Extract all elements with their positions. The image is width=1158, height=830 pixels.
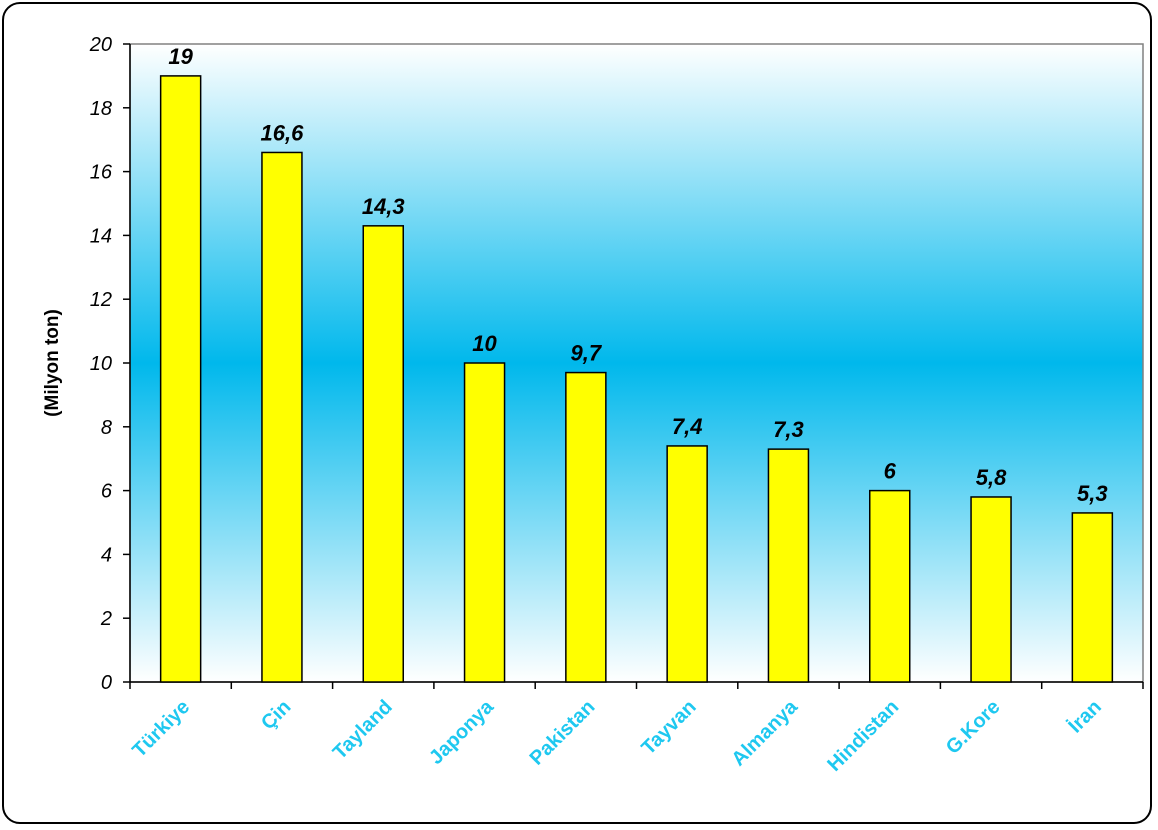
category-label: Hindistan bbox=[823, 696, 903, 776]
category-label: Almanya bbox=[727, 695, 802, 770]
bar-6 bbox=[666, 445, 708, 683]
y-tick-label: 14 bbox=[90, 225, 112, 247]
data-label: 9,7 bbox=[571, 341, 603, 366]
y-tick-label: 12 bbox=[90, 289, 112, 311]
bar-7 bbox=[767, 448, 810, 683]
y-tick-label: 16 bbox=[90, 162, 113, 184]
y-tick-label: 2 bbox=[100, 608, 112, 630]
data-label: 7,4 bbox=[672, 414, 703, 439]
data-label: 10 bbox=[472, 331, 497, 356]
data-label: 5,8 bbox=[976, 465, 1007, 490]
category-label: Çin bbox=[257, 696, 295, 734]
bars bbox=[159, 75, 1114, 683]
data-label: 19 bbox=[168, 44, 193, 69]
data-label: 6 bbox=[884, 459, 897, 484]
bar-4 bbox=[463, 362, 506, 683]
data-label: 16,6 bbox=[261, 120, 305, 145]
category-label: Japonya bbox=[425, 695, 499, 769]
bar-10 bbox=[1071, 512, 1114, 683]
category-label: Türkiye bbox=[128, 696, 194, 762]
bar-3 bbox=[362, 225, 404, 683]
bar-1 bbox=[159, 75, 202, 683]
category-label: İran bbox=[1064, 695, 1106, 737]
bar-8 bbox=[869, 489, 911, 683]
y-axis-title: (Milyon ton) bbox=[42, 309, 63, 417]
y-tick-label: 10 bbox=[90, 353, 112, 375]
y-tick-label: 20 bbox=[89, 34, 112, 56]
y-tick-label: 18 bbox=[90, 98, 112, 120]
data-label: 5,3 bbox=[1077, 481, 1108, 506]
y-tick-label: 6 bbox=[101, 481, 113, 503]
category-label: Tayland bbox=[329, 696, 397, 764]
bar-5 bbox=[565, 371, 607, 683]
bar-9 bbox=[970, 496, 1012, 683]
y-tick-label: 8 bbox=[101, 417, 112, 439]
data-label: 7,3 bbox=[773, 417, 804, 442]
y-tick-label: 0 bbox=[101, 672, 112, 694]
y-tick-label: 4 bbox=[101, 544, 112, 566]
category-label: Tayvan bbox=[637, 696, 700, 759]
bar-2 bbox=[261, 151, 303, 683]
category-label: Pakistan bbox=[526, 696, 600, 770]
data-label: 14,3 bbox=[362, 194, 405, 219]
category-label: G.Kore bbox=[942, 696, 1005, 759]
